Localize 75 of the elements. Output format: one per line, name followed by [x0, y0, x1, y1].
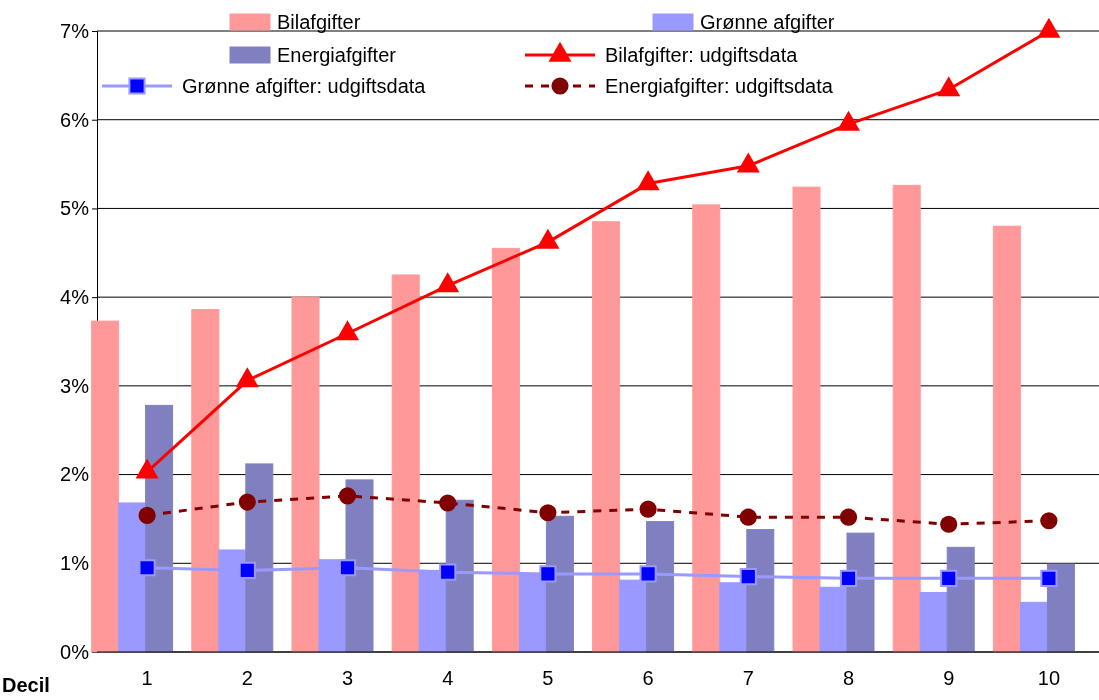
x-tick-label: 3 [341, 667, 354, 689]
legend-label: Grønne afgifter [700, 11, 835, 33]
bar [646, 521, 675, 653]
x-tick-label: 1 [141, 667, 153, 689]
point [335, 320, 360, 341]
point [138, 506, 156, 524]
point [338, 559, 357, 577]
bar [491, 247, 520, 653]
y-tick-label: 5% [60, 197, 90, 220]
point [536, 228, 560, 249]
bar [992, 225, 1021, 653]
point [940, 515, 958, 533]
x-tick-label: 7 [742, 667, 754, 689]
point [739, 568, 757, 586]
x-tick-label: 9 [943, 667, 955, 689]
x-tick-label: 5 [542, 667, 554, 689]
point [439, 563, 457, 581]
point [937, 76, 961, 97]
point [1037, 17, 1061, 38]
bar [892, 184, 921, 653]
point [439, 494, 457, 512]
bar [291, 296, 320, 653]
point [636, 170, 660, 191]
bar [592, 221, 621, 653]
bar [345, 479, 374, 653]
point [1040, 569, 1058, 587]
point [539, 565, 557, 583]
point [739, 508, 757, 526]
x-tick-label: 6 [642, 667, 654, 689]
point [238, 561, 256, 579]
x-tick-label: 4 [442, 667, 454, 689]
legend-label: Bilafgifter [277, 11, 361, 33]
bar [746, 529, 775, 653]
bar [1019, 601, 1048, 653]
bar [946, 546, 975, 653]
point [138, 559, 156, 577]
y-tick-label: 7% [60, 19, 90, 42]
point [836, 110, 861, 131]
bar [1046, 563, 1075, 653]
bar [91, 320, 120, 653]
x-tick-label: 8 [842, 667, 855, 689]
y-tick-label: 6% [60, 108, 90, 131]
point [839, 508, 858, 526]
legend-label: Bilafgifter: udgiftsdata [605, 44, 799, 66]
y-tick-label: 1% [60, 552, 90, 575]
legend-label: Energiafgifter: udgiftsdata [605, 75, 834, 97]
bar [692, 204, 721, 653]
legend-label: Energiafgifter [277, 44, 397, 66]
legend-label: Grønne afgifter: udgiftsdata [182, 75, 427, 97]
point [639, 500, 657, 518]
point [235, 367, 259, 388]
bar [545, 515, 574, 653]
bar [191, 309, 220, 653]
y-tick-label: 2% [60, 463, 90, 486]
y-tick-label: 3% [60, 374, 90, 397]
bar [391, 274, 420, 653]
point [238, 493, 256, 511]
bar [792, 186, 821, 653]
y-tick-label: 4% [60, 286, 90, 309]
point [539, 504, 557, 522]
point [436, 272, 460, 293]
y-tick-label: 0% [60, 640, 90, 663]
point [338, 487, 357, 505]
x-tick-label: 2 [241, 667, 253, 689]
point [639, 565, 657, 583]
x-axis-title: Decil [2, 674, 50, 696]
point [839, 569, 858, 587]
point [940, 569, 958, 587]
bar [445, 499, 474, 653]
bar [919, 592, 948, 653]
x-tick-label: 10 [1037, 667, 1061, 689]
bar [245, 463, 274, 653]
point [1040, 512, 1058, 530]
bar [846, 532, 875, 653]
point [736, 152, 760, 173]
